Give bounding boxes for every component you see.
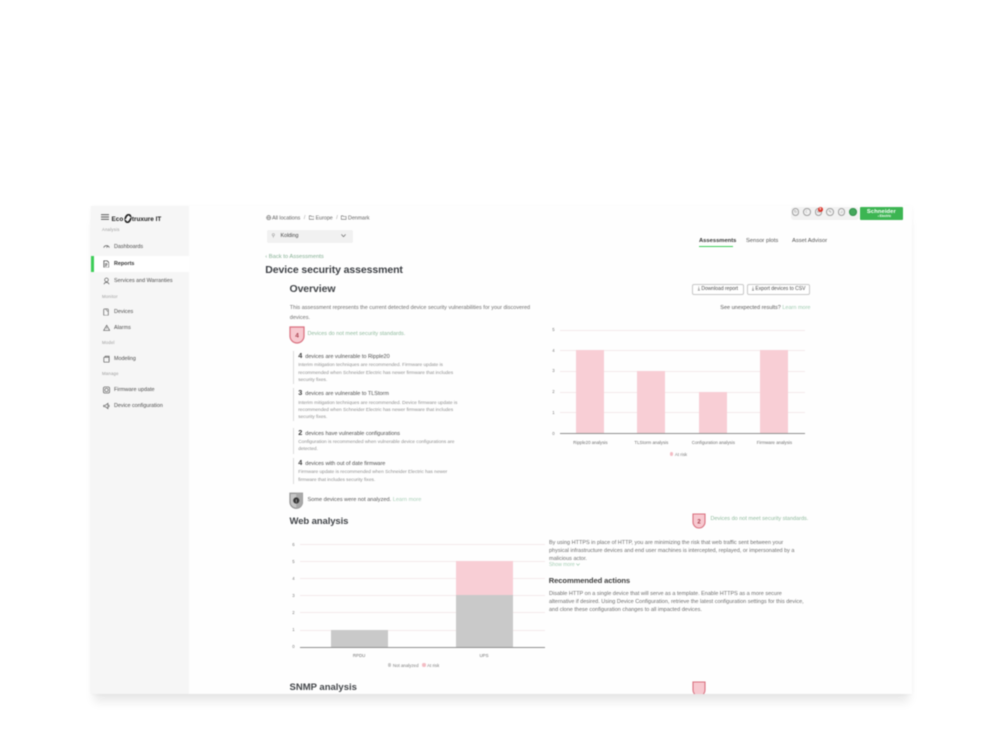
svg-text:!: ! — [295, 498, 296, 504]
svg-text:2: 2 — [697, 519, 701, 525]
svg-text:4: 4 — [295, 332, 299, 339]
